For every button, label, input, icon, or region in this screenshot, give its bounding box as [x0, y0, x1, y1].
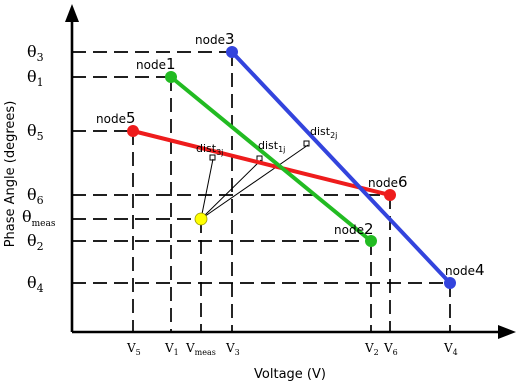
node-labels: node3 node1 node5 node6 node2 node4 [96, 30, 485, 279]
distance-lines [200, 140, 310, 220]
dist2j-label: dist2j [310, 125, 337, 140]
node6-label: node6 [368, 173, 408, 191]
node5-label: node5 [96, 109, 136, 127]
segment-node3-node4 [230, 50, 452, 285]
x-axis-arrow [498, 325, 516, 339]
y-tick-theta3: θ3 [27, 42, 44, 64]
node1-label: node1 [136, 55, 176, 73]
distance-labels: dist3j dist1j dist2j [196, 125, 337, 157]
x-tick-vmeas: Vmeas [185, 341, 216, 357]
y-axis-title: Phase Angle (degrees) [3, 101, 18, 248]
node3-label: node3 [195, 30, 235, 48]
dist1j-label: dist1j [258, 139, 285, 154]
right-angle-marker-2j [303, 140, 310, 147]
x-tick-v1: V1 [164, 341, 179, 357]
dist2j-line [200, 144, 309, 220]
y-tick-theta6: θ6 [27, 185, 44, 207]
node1-dot [165, 71, 177, 83]
x-tick-labels: V5 V1 Vmeas V3 V2 V6 V4 [126, 341, 458, 357]
dist1j-line [200, 159, 262, 220]
node3-dot [226, 46, 238, 58]
x-tick-v2: V2 [364, 341, 379, 357]
node6-dot [384, 189, 396, 201]
dist3j-line [200, 158, 214, 220]
node4-label: node4 [445, 261, 485, 279]
segment-node1-node2 [169, 75, 373, 243]
node-dots [127, 46, 456, 289]
measurement-dot [194, 212, 208, 226]
segments [131, 50, 452, 285]
y-tick-theta1: θ1 [27, 67, 44, 89]
node2-label: node2 [334, 220, 374, 238]
right-angle-marker-3j [209, 154, 216, 161]
segment-node5-node6 [131, 129, 392, 197]
x-tick-v4: V4 [443, 341, 458, 357]
node5-dot [127, 125, 139, 137]
y-tick-thetameas: θmeas [22, 207, 56, 229]
dist3j-label: dist3j [196, 142, 223, 157]
y-tick-theta4: θ4 [27, 273, 44, 295]
y-axis-arrow [65, 4, 79, 22]
y-tick-theta5: θ5 [27, 121, 44, 143]
node2-dot [365, 235, 377, 247]
x-tick-v6: V6 [383, 341, 398, 357]
x-tick-v5: V5 [126, 341, 141, 357]
x-axis-title: Voltage (V) [254, 367, 326, 382]
y-tick-theta2: θ2 [27, 231, 44, 253]
axes [65, 4, 516, 339]
node4-dot [444, 277, 456, 289]
y-tick-labels: θ3 θ1 θ5 θ6 θmeas θ2 θ4 [22, 42, 56, 295]
x-tick-v3: V3 [225, 341, 240, 357]
guide-lines [72, 51, 451, 332]
